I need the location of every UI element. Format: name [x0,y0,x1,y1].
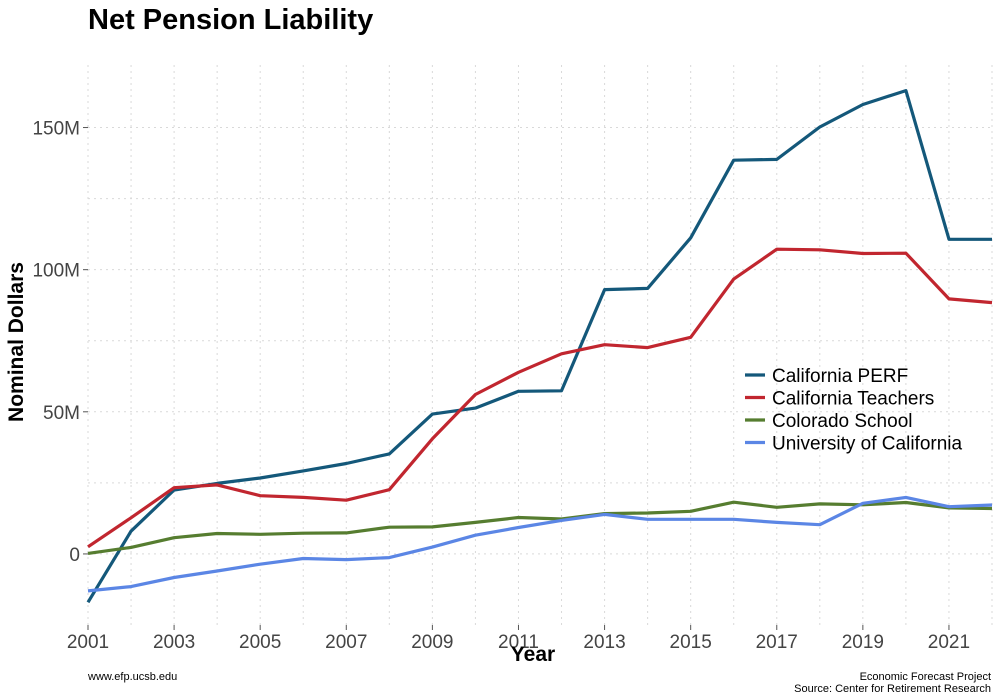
chart-title: Net Pension Liability [88,4,373,36]
legend-label-california-perf: California PERF [772,366,908,387]
legend-label-california-teachers: California Teachers [772,389,934,410]
y-tick-label: 100M [32,261,80,282]
x-tick-label: 2015 [670,632,712,653]
legend-label-university-of-california: University of California [772,434,962,455]
x-tick-label: 2005 [239,632,281,653]
legend-label-colorado-school: Colorado School [772,411,912,432]
x-tick-label: 2017 [756,632,798,653]
footer-source-url: www.efp.ucsb.edu [87,671,177,683]
series-lines [86,88,993,604]
x-tick-label: 2013 [583,632,625,653]
footer-source: Source: Center for Retirement Research [794,683,991,695]
x-tick-label: 2009 [411,632,453,653]
y-tick-label: 150M [32,119,80,140]
x-tick-label: 2001 [67,632,109,653]
series-line-colorado-school [87,500,993,555]
x-axis-title: Year [511,643,555,666]
series-line-california-teachers [87,247,993,549]
x-tick-label: 2007 [325,632,367,653]
axis-ticks: 0 50M 100M 150M 2001 2003 2005 2007 2009 2011 2013… [32,119,970,653]
y-axis-title: Nominal Dollars [5,262,28,422]
series-line-university-of-california [87,495,993,593]
y-tick-label: 0 [69,545,80,566]
grid [87,65,993,625]
x-tick-label: 2021 [928,632,970,653]
footer-publisher: Economic Forecast Project [860,671,991,683]
x-tick-label: 2003 [153,632,195,653]
series-line-california-perf [86,88,992,604]
x-tick-label: 2011 [498,632,539,653]
y-tick-label: 50M [43,403,80,424]
x-tick-label: 2019 [842,632,884,653]
